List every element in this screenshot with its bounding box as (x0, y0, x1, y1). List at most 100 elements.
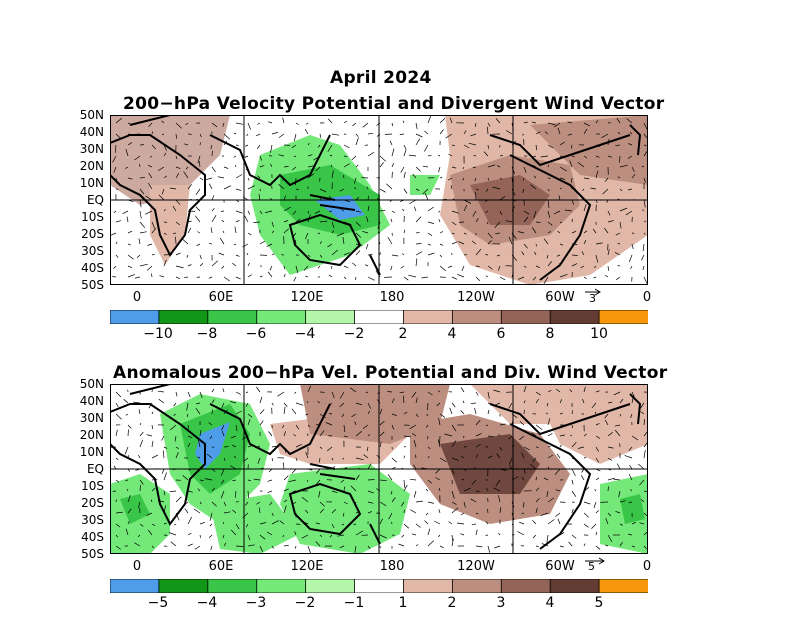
wind-vector (607, 534, 613, 542)
wind-vector (139, 422, 142, 426)
lon-label: 60W (545, 290, 575, 305)
wind-vector (187, 532, 192, 536)
wind-vector (351, 413, 357, 418)
wind-vector (559, 545, 564, 548)
wind-vector (295, 443, 302, 448)
wind-vector (519, 435, 525, 441)
wind-vector (209, 523, 213, 527)
wind-vector (363, 454, 369, 459)
wind-vector (366, 186, 369, 190)
wind-vector (123, 185, 129, 190)
lon-label: 180 (379, 290, 405, 305)
wind-vector (139, 188, 145, 195)
wind-vector (183, 171, 189, 179)
wind-vector (365, 391, 369, 394)
wind-vector (125, 413, 129, 416)
wind-vector (399, 391, 405, 394)
wind-vector (294, 391, 297, 394)
wind-vector (367, 132, 374, 135)
wind-vector (362, 122, 369, 128)
wind-vector (139, 431, 144, 437)
wind-vector (125, 166, 129, 169)
wind-vector (463, 487, 471, 492)
wind-vector (258, 193, 261, 201)
lat-label: 10S (81, 479, 104, 493)
lat-label: 20S (81, 227, 104, 241)
wind-vector (257, 445, 261, 448)
wind-vector (295, 457, 298, 462)
wind-vector (279, 520, 285, 525)
wind-vector (319, 508, 325, 514)
wind-vector (163, 446, 168, 449)
wind-vector (593, 276, 597, 279)
colorbar-label: −3 (245, 595, 267, 611)
wind-vector (174, 435, 177, 442)
wind-vector (158, 410, 165, 415)
wind-vector (499, 276, 506, 281)
wind-vector (555, 489, 561, 492)
wind-vector (448, 153, 453, 157)
wind-vector (438, 509, 441, 514)
wind-vector (267, 479, 273, 482)
wind-vector (558, 195, 561, 201)
wind-vector (535, 497, 540, 503)
wind-vector (415, 122, 418, 130)
wind-vector (408, 154, 417, 157)
wind-vector (163, 152, 167, 157)
wind-vector (400, 501, 405, 507)
wind-vector (629, 131, 633, 135)
wind-vector (331, 249, 338, 256)
wind-vector (439, 117, 446, 124)
wind-vector (451, 534, 454, 542)
wind-vector (595, 170, 599, 179)
wind-vector (583, 128, 588, 135)
wind-vector (331, 221, 335, 229)
wind-vector (521, 476, 525, 481)
colorbar-label: −4 (196, 595, 218, 611)
wind-vector (232, 479, 237, 482)
wind-vector (439, 231, 444, 234)
wind-vector (643, 490, 648, 493)
wind-vector (134, 276, 141, 279)
wind-vector (115, 429, 118, 437)
wind-vector (595, 390, 600, 393)
wind-vector (627, 188, 633, 191)
wind-vector (326, 446, 333, 452)
wind-vector (409, 424, 417, 430)
wind-vector (159, 275, 165, 278)
wind-vector (412, 173, 417, 179)
wind-vector (343, 163, 350, 168)
wind-vector (122, 210, 129, 215)
wind-vector (581, 468, 585, 473)
wind-vector (601, 133, 609, 139)
wind-vector (619, 155, 621, 163)
wind-vector (283, 402, 288, 407)
wind-vector (499, 154, 504, 157)
wind-vector (307, 468, 313, 471)
wind-vector (379, 155, 386, 162)
wind-vector (222, 521, 225, 525)
wind-vector (422, 165, 429, 168)
wind-vector (126, 216, 129, 223)
wind-vector (485, 188, 489, 192)
wind-vector (604, 274, 609, 278)
wind-vector (269, 265, 273, 271)
wind-vector (628, 501, 633, 503)
wind-vector (460, 533, 465, 536)
panel-2-vector-ref: 5 (588, 560, 595, 573)
wind-vector (401, 467, 405, 470)
wind-vector (571, 479, 574, 485)
wind-vector (571, 410, 573, 415)
wind-vector (583, 230, 588, 234)
wind-vector (187, 443, 191, 448)
wind-vector (267, 531, 273, 536)
wind-vector (185, 122, 189, 126)
wind-vector (379, 420, 385, 426)
wind-vector (642, 209, 645, 212)
wind-vector (259, 240, 265, 245)
wind-vector (283, 499, 288, 503)
wind-vector (570, 177, 573, 183)
wind-vector (390, 490, 393, 495)
wind-vector (259, 467, 264, 470)
wind-vector (367, 195, 369, 201)
